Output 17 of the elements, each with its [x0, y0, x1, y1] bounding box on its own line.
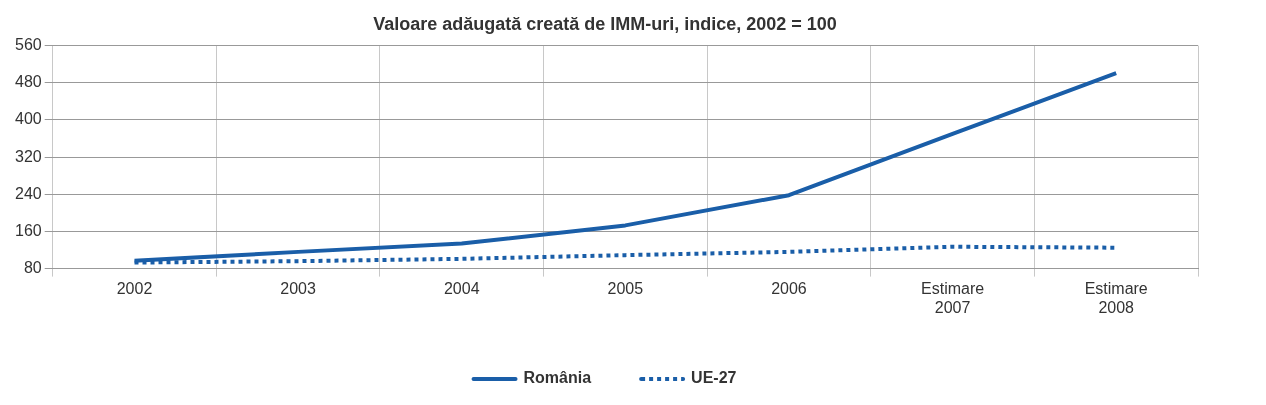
x-tick-label: Estimare 2008 — [1084, 279, 1148, 316]
y-tick-label: 160 — [14, 221, 42, 239]
legend-label: România — [523, 369, 592, 387]
x-tick-label: 2004 — [443, 279, 480, 297]
x-tick-label: 2003 — [280, 279, 317, 297]
y-tick-label: 240 — [14, 184, 42, 202]
y-tick-label: 560 — [14, 36, 42, 54]
y-tick-label: 80 — [23, 259, 42, 277]
y-tick-label: 400 — [14, 110, 42, 128]
x-tick-label: 2006 — [771, 279, 807, 297]
x-tick-label: 2005 — [607, 279, 644, 297]
y-tick-label: 320 — [14, 147, 42, 165]
y-tick-label: 480 — [14, 73, 42, 91]
legend-label: UE-27 — [691, 369, 737, 387]
x-tick-label: Estimare 2007 — [921, 279, 985, 316]
x-tick-label: 2002 — [116, 279, 153, 297]
chart-title: Valoare adăugată creată de IMM-uri, indice, 2002 = 100 — [373, 13, 837, 34]
